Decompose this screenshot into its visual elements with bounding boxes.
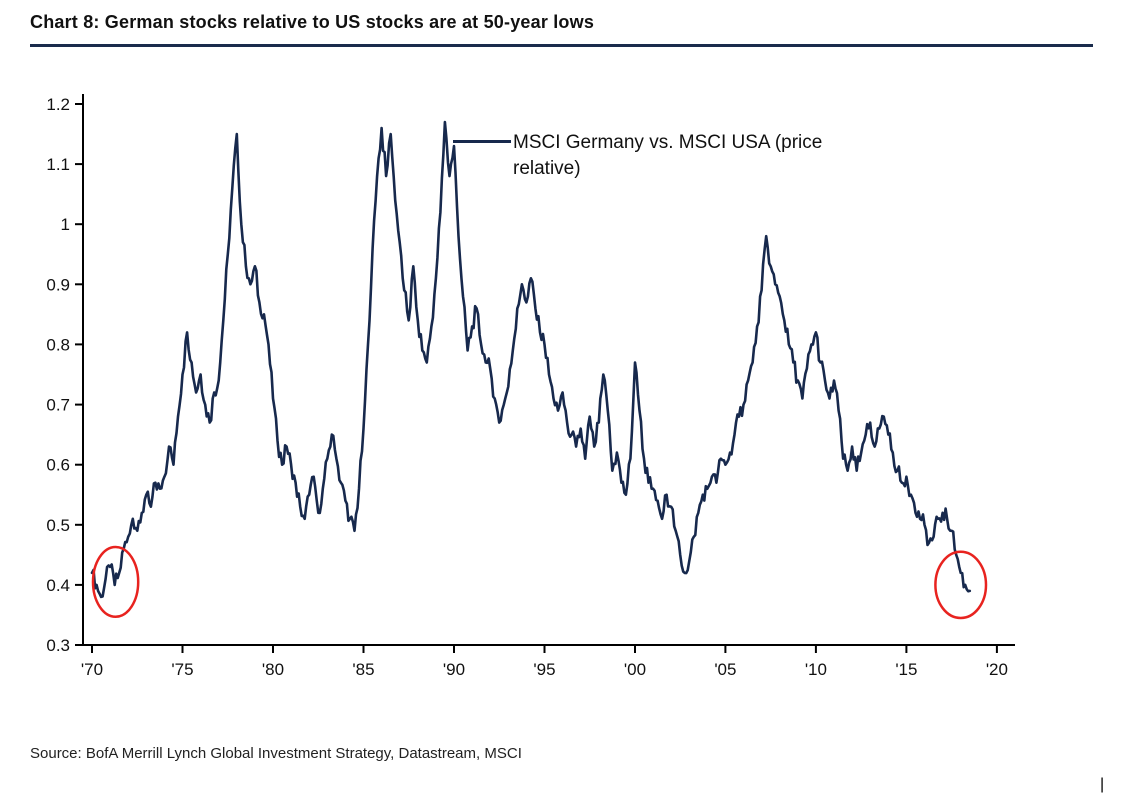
svg-text:0.8: 0.8 [46,335,70,354]
svg-text:'90: '90 [443,660,465,679]
svg-text:'70: '70 [81,660,103,679]
source-text: Source: BofA Merrill Lynch Global Invest… [30,745,522,762]
chart-legend: MSCI Germany vs. MSCI USA (price relativ… [453,130,923,181]
svg-text:'75: '75 [171,660,193,679]
svg-text:0.9: 0.9 [46,275,70,294]
title-rule [30,44,1093,47]
svg-text:'80: '80 [262,660,284,679]
svg-text:1: 1 [61,215,70,234]
svg-text:'10: '10 [805,660,827,679]
svg-text:'85: '85 [352,660,374,679]
svg-text:0.5: 0.5 [46,516,70,535]
chart-title: Chart 8: German stocks relative to US st… [30,12,595,32]
svg-text:'95: '95 [533,660,555,679]
legend-line-sample [453,140,511,143]
chart-area: 0.3 0.4 0.5 0.6 0.7 0.8 0.9 1 1.1 1.2 '70 '75 '80 '85… [35,92,1025,707]
svg-text:'15: '15 [895,660,917,679]
svg-text:1.1: 1.1 [46,155,70,174]
svg-text:'20: '20 [986,660,1008,679]
svg-text:'00: '00 [624,660,646,679]
svg-text:0.4: 0.4 [46,576,70,595]
text-cursor-artifact: | [1100,776,1105,793]
svg-text:0.6: 0.6 [46,456,70,475]
svg-text:'05: '05 [714,660,736,679]
svg-text:0.3: 0.3 [46,636,70,655]
svg-text:0.7: 0.7 [46,396,70,415]
line-chart: 0.3 0.4 0.5 0.6 0.7 0.8 0.9 1 1.1 1.2 '70 '75 '80 '85… [46,94,1015,679]
legend-label: MSCI Germany vs. MSCI USA (price relativ… [513,132,823,179]
svg-text:1.2: 1.2 [46,95,70,114]
